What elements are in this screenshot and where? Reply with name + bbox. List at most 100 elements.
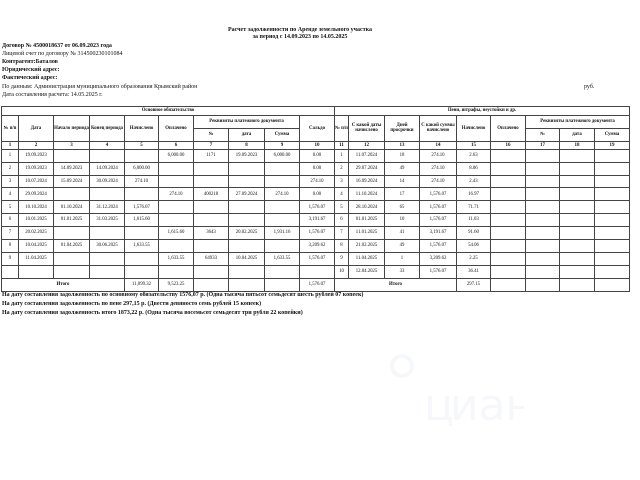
main-cell bbox=[264, 213, 300, 228]
penalty-cell: 2.25 bbox=[456, 251, 491, 266]
column-number: 1 bbox=[1, 140, 19, 150]
empty-cell bbox=[264, 277, 300, 293]
main-cell: 274.10 bbox=[158, 187, 194, 202]
penalty-cell: 6 bbox=[334, 213, 349, 228]
main-cell: 7 bbox=[1, 226, 19, 241]
column-number-row: 1 2 3 4 5 6 7 8 9 10 11 12 13 14 15 16 17 18 19 bbox=[1, 140, 630, 150]
penalty-cell bbox=[559, 213, 595, 228]
table-row: 2 19.09.2023 14.09.2023 14.09.2024 6,000.00 0… bbox=[1, 161, 630, 176]
penalty-cell bbox=[490, 148, 526, 163]
main-cell: 3 bbox=[1, 174, 19, 189]
empty-cell bbox=[490, 277, 526, 293]
penalty-cell bbox=[594, 251, 630, 266]
main-cell bbox=[158, 213, 194, 228]
penalty-cell: 14 bbox=[384, 174, 420, 189]
main-cell bbox=[124, 148, 159, 163]
column-number: 7 bbox=[193, 140, 229, 150]
col-header-doc-date: дата bbox=[228, 127, 265, 142]
main-cell: 1,576.07 bbox=[299, 251, 335, 266]
penalty-cell: 1,576.07 bbox=[419, 187, 457, 202]
penalty-cell bbox=[559, 226, 595, 241]
main-cell bbox=[228, 264, 265, 279]
col-header-date: Дата bbox=[18, 115, 54, 142]
main-cell bbox=[228, 161, 265, 176]
col-header-paid: Оплачено bbox=[158, 115, 194, 142]
main-cell: 6 bbox=[1, 213, 19, 228]
main-cell: 27.09.2024 bbox=[228, 187, 265, 202]
empty-cell bbox=[594, 277, 630, 293]
column-number: 4 bbox=[89, 140, 125, 150]
table-row: 7 20.02.2025 1,615.60 3643 20.02.2025 1,931.1… bbox=[1, 226, 630, 241]
main-cell: 10.10.2024 bbox=[18, 200, 54, 215]
main-cell bbox=[264, 264, 300, 279]
main-cell bbox=[18, 264, 54, 279]
table-row: 5 10.10.2024 01.10.2024 31.12.2024 1,576.07 1… bbox=[1, 200, 630, 215]
main-cell bbox=[193, 213, 229, 228]
main-total-paid: 9,523.25 bbox=[158, 277, 194, 293]
actual-address-line: Фактический адрес: bbox=[2, 75, 58, 81]
penalty-cell bbox=[525, 148, 560, 163]
penalty-cell bbox=[594, 213, 630, 228]
penalty-cell bbox=[525, 213, 560, 228]
col-header-penalty-doc-sum: Сумма bbox=[594, 127, 630, 142]
column-number: 5 bbox=[124, 140, 159, 150]
penalty-cell: 54.06 bbox=[456, 239, 491, 253]
col-header-period-start: Начало периода bbox=[53, 115, 90, 142]
main-cell bbox=[228, 213, 265, 228]
penalty-cell bbox=[594, 239, 630, 253]
main-cell: 01.04.2025 bbox=[53, 239, 90, 253]
main-cell: 3643 bbox=[193, 226, 229, 241]
main-cell: 5 bbox=[1, 200, 19, 215]
empty-cell bbox=[559, 277, 595, 293]
penalty-cell: 49 bbox=[384, 161, 420, 176]
main-cell: 274.10 bbox=[299, 174, 335, 189]
main-cell: 01.10.2024 bbox=[53, 200, 90, 215]
footer-penalty-debt: На дату составления задолженность по пен… bbox=[2, 301, 262, 307]
document-period: за период с 14.09.2023 по 14.05.2025 bbox=[252, 34, 348, 40]
penalty-cell: 8 bbox=[334, 239, 349, 253]
penalty-cell: 5 bbox=[334, 200, 349, 215]
column-number: 11 bbox=[334, 140, 349, 150]
column-number: 12 bbox=[348, 140, 385, 150]
penalty-cell: 12.04.2025 bbox=[348, 264, 385, 279]
penalty-cell bbox=[559, 161, 595, 176]
main-cell bbox=[158, 239, 194, 253]
main-cell bbox=[53, 251, 90, 266]
table-row: 6 10.01.2025 01.01.2025 31.03.2025 1,615.60 3… bbox=[1, 213, 630, 228]
penalty-cell bbox=[525, 200, 560, 215]
footer-total-debt: На дату составления задолженность итого … bbox=[2, 310, 303, 316]
main-cell bbox=[53, 226, 90, 241]
col-header-accrued: Начислено bbox=[124, 115, 159, 142]
main-cell: 6,000.00 bbox=[264, 148, 300, 163]
main-cell bbox=[89, 251, 125, 266]
main-total-saldo: 1,576.07 bbox=[299, 277, 335, 293]
penalty-cell bbox=[490, 213, 526, 228]
main-cell: 30.09.2024 bbox=[89, 174, 125, 189]
main-cell bbox=[228, 239, 265, 253]
table-row: 8 10.04.2025 01.04.2025 30.06.2025 1,633.55 3… bbox=[1, 239, 630, 253]
main-cell bbox=[193, 239, 229, 253]
penalty-cell: 36.41 bbox=[456, 264, 491, 279]
main-cell bbox=[89, 226, 125, 241]
main-cell bbox=[158, 161, 194, 176]
penalty-cell: 11.07.2024 bbox=[348, 148, 385, 163]
penalty-cell: 33 bbox=[384, 264, 420, 279]
column-number: 15 bbox=[456, 140, 491, 150]
col-header-num: № п/п bbox=[1, 115, 19, 142]
penalty-cell: 274.10 bbox=[419, 148, 457, 163]
penalty-cell: 1,576.07 bbox=[419, 264, 457, 279]
main-section-header: Основное обязательство bbox=[1, 106, 335, 116]
penalty-cell: 4 bbox=[334, 187, 349, 202]
penalty-cell: 10 bbox=[384, 213, 420, 228]
penalty-cell bbox=[490, 226, 526, 241]
column-number: 18 bbox=[559, 140, 595, 150]
col-header-period-end: Конец периода bbox=[89, 115, 125, 142]
main-cell: 3,209.62 bbox=[299, 239, 335, 253]
main-cell: 14.09.2023 bbox=[53, 161, 90, 176]
penalty-section-header: Пени, штрафы, неустойки и др. bbox=[334, 106, 630, 116]
main-cell bbox=[228, 174, 265, 189]
col-header-penalty-doc-num: № bbox=[525, 127, 560, 142]
main-cell: 10.04.2025 bbox=[228, 251, 265, 266]
penalty-cell: 71.71 bbox=[456, 200, 491, 215]
main-cell: 1,615.60 bbox=[124, 213, 159, 228]
